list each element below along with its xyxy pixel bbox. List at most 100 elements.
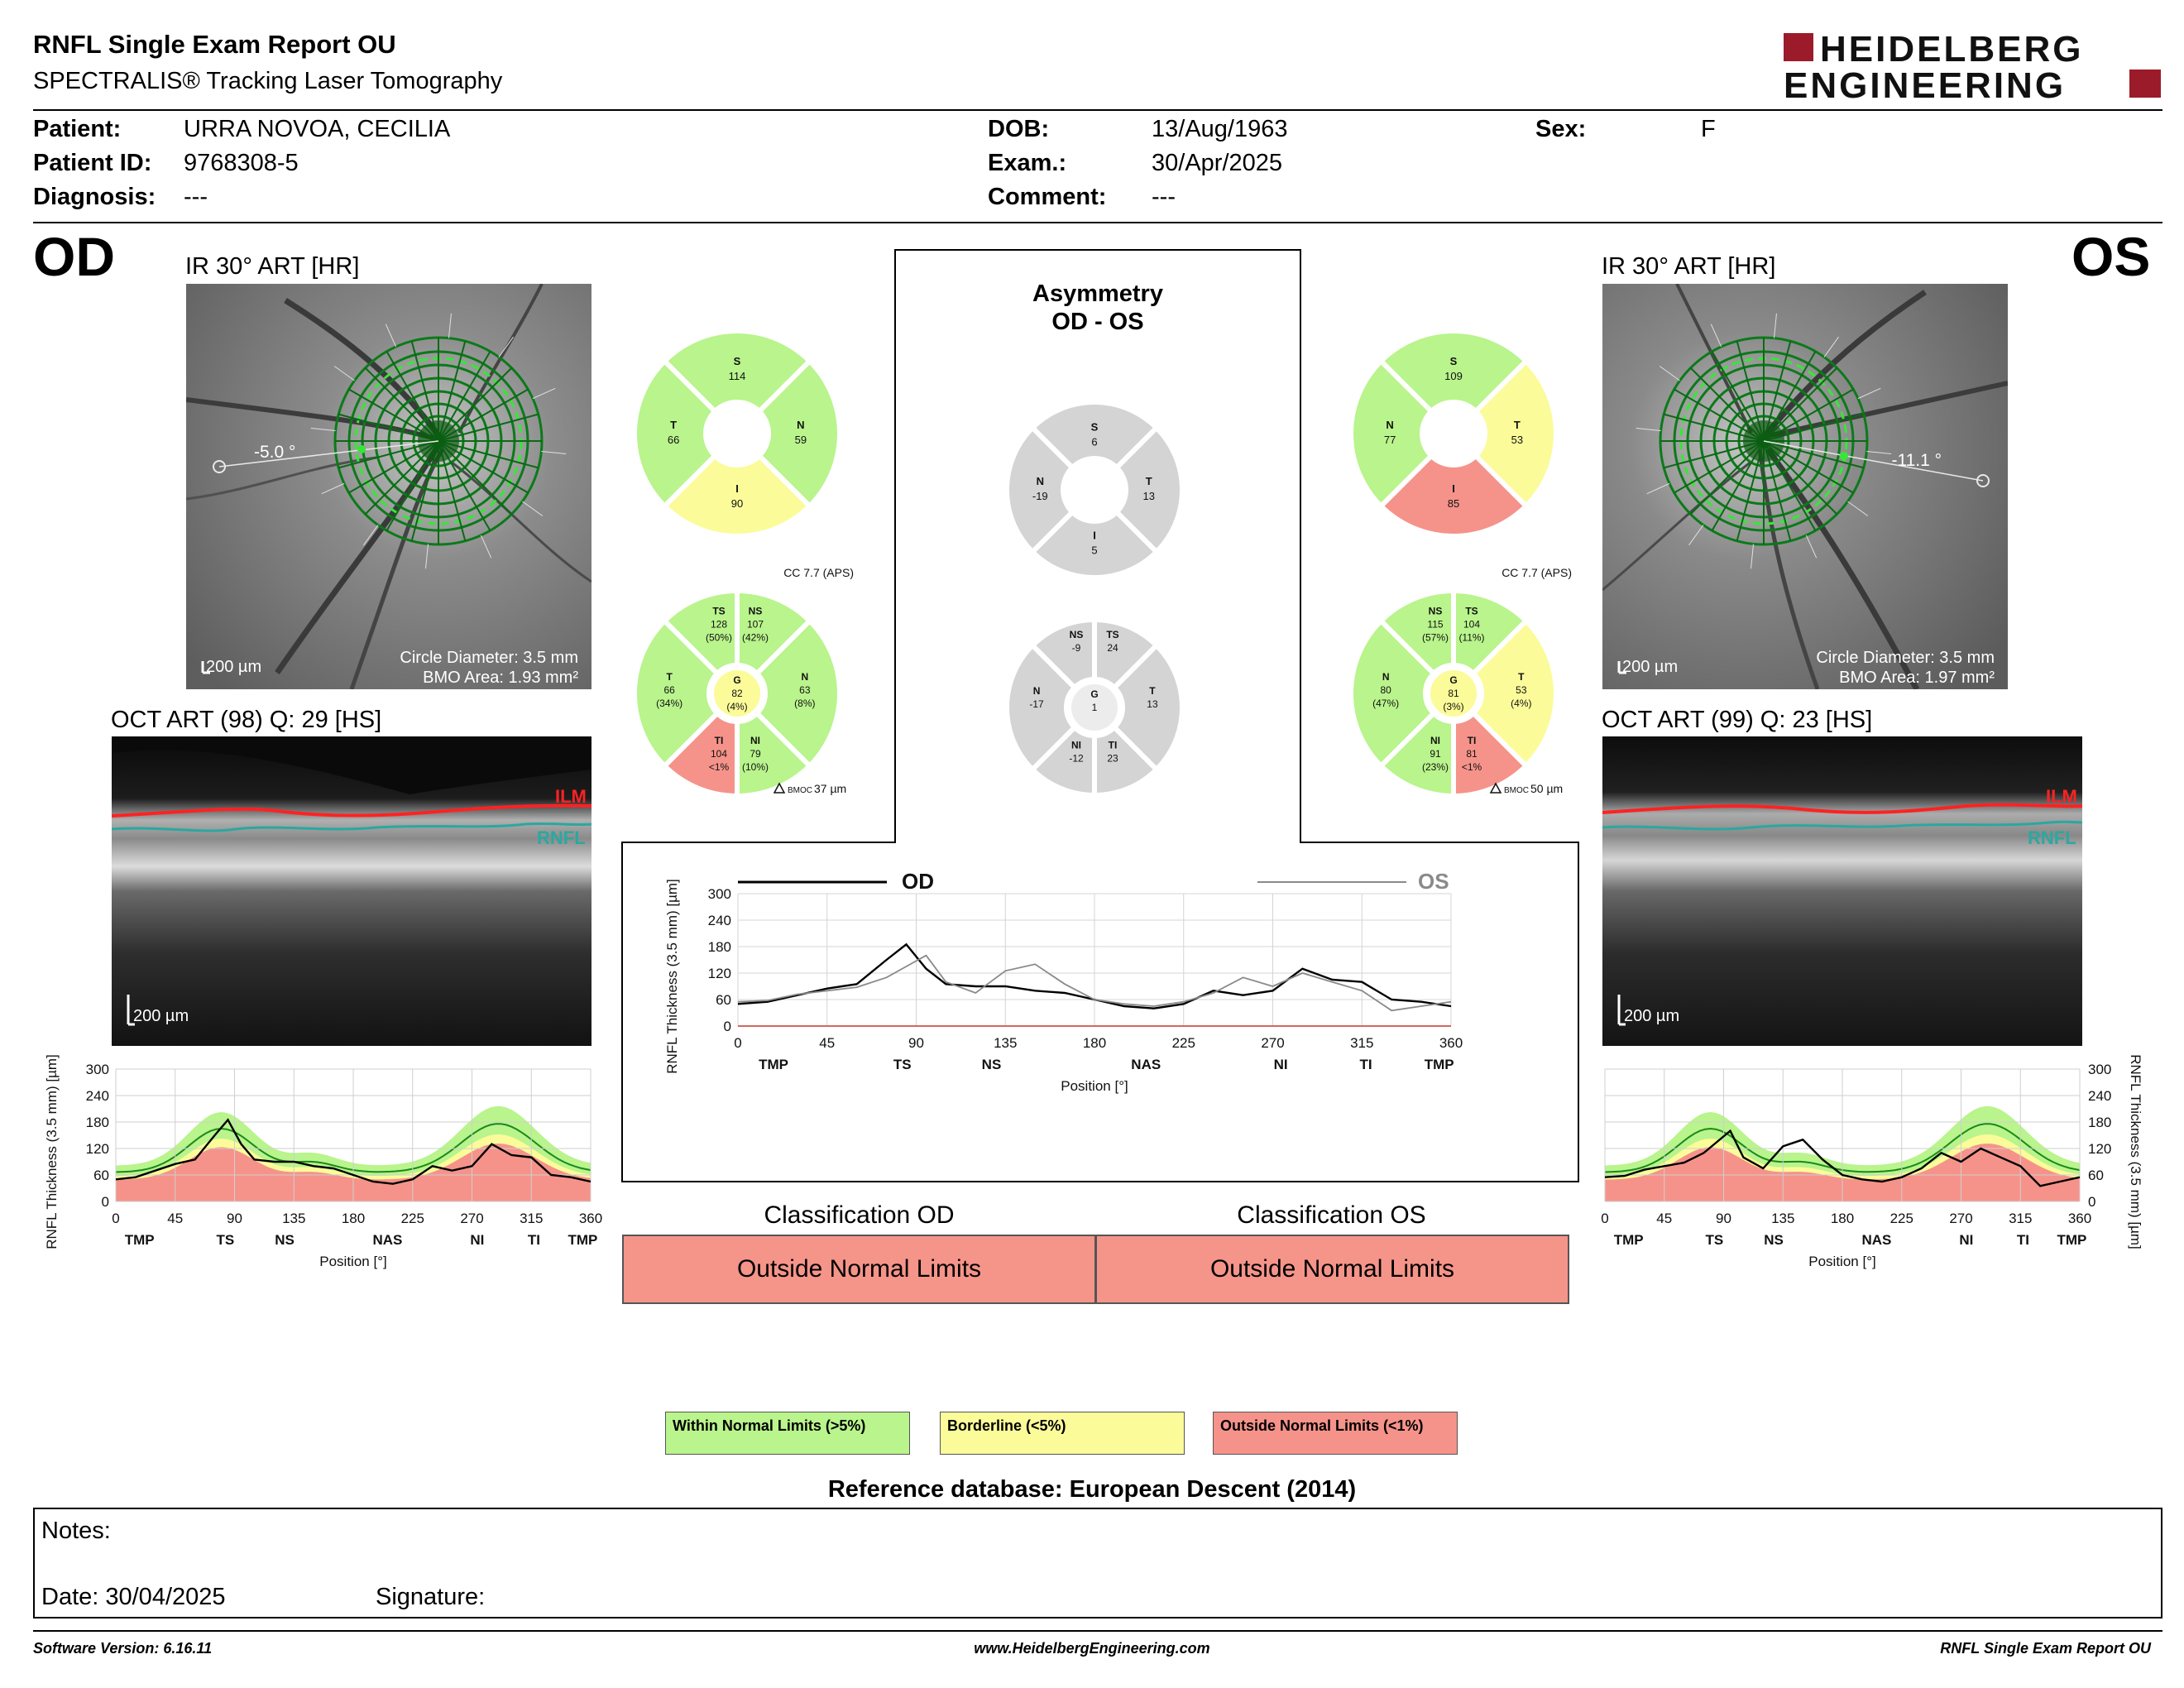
asym-sector-6-value-NS: -9 [1072,642,1081,654]
os-sector-4-name-I: I [1452,482,1455,495]
os-profile-xtick: 0 [1601,1211,1608,1226]
od-profile-xtick: 315 [520,1211,543,1226]
center-sector-label-TMP: TMP [1425,1057,1454,1072]
notes-box: Notes: Date: 30/04/2025 Signature: [33,1508,2162,1618]
od-sector-6-name-T: T [666,671,673,683]
patient-label: Patient: [33,116,122,142]
center-sector-label-NS: NS [982,1057,1002,1072]
report-subtitle: SPECTRALIS® Tracking Laser Tomography [33,68,503,94]
od-profile-ytick: 240 [86,1088,109,1104]
od-profile-xtick: 225 [401,1211,424,1226]
os-profile-sector-label-NS: NS [1764,1232,1784,1248]
logo-line1: HEIDELBERG [1820,31,2083,70]
od-sector-6-name-G: G [733,674,740,686]
os-sector-6-name-NS: NS [1429,606,1443,617]
od-profile-series-OD [115,1118,592,1185]
os-sector-6-pct-N: (47%) [1372,698,1399,709]
os-profile-xlabel: Position [°] [1808,1254,1875,1269]
os-sector-6-value-NS: 115 [1427,619,1443,631]
asym-sector-6-name-TI: TI [1109,740,1118,751]
center-sector-label-TS: TS [893,1057,912,1072]
os-sector-6-value-T: 53 [1516,684,1527,696]
center-series-OS [737,954,1452,1012]
asymmetry-title: Asymmetry OD - OS [895,280,1300,336]
od-profile-sector-label-TMP: TMP [568,1232,597,1248]
comment-label: Comment: [988,184,1107,210]
os-bmoc-label: BMOC [1504,786,1529,795]
asym-sector-6-value-TS: 24 [1107,642,1118,654]
asym-sector-6-value-N: -17 [1029,698,1044,710]
od-sector-6-value-NI: 79 [750,748,761,760]
os-profile-sector-label-TMP: TMP [2057,1232,2086,1248]
od-eye-label: OD [33,226,115,287]
os-circle-diameter: Circle Diameter: 3.5 mm [1816,649,1995,667]
od-sector-4-name-I: I [735,482,739,495]
od-profile-xtick: 360 [579,1211,602,1226]
os-sector-6-pct-T: (4%) [1511,698,1531,709]
od-sector-6-pct-TI: <1% [709,761,730,773]
os-sector-6-3 [1451,709,1530,799]
website-link[interactable]: www.HeidelbergEngineering.com [974,1640,1210,1657]
os-oct-scale: 200 µm [1624,1007,1679,1025]
os-profile-sector-label-NI: NI [1959,1232,1973,1248]
os-profile-sector-label-TMP: TMP [1614,1232,1644,1248]
os-sector-6-name-G: G [1449,674,1457,686]
asym-sector-4-value-T: 13 [1142,490,1154,502]
os-fundus-image: -11.1 ° 200 µm Circle Diameter: 3.5 mm B… [1602,284,2008,689]
os-profile-xtick: 180 [1831,1211,1854,1226]
footer-divider [33,1630,2162,1632]
legend-outside-normal: Outside Normal Limits (<1%) [1213,1412,1458,1455]
od-sector-4-name-S: S [734,355,741,367]
asym-sector-4-name-T: T [1146,475,1152,487]
od-oct-title: OCT ART (98) Q: 29 [HS] [111,707,382,733]
os-sector-6-name-TI: TI [1468,735,1477,746]
comment-value: --- [1152,184,1176,210]
os-rnfl-profile-chart: 0 60 120 180 240 300 0 45 90 135 180 225 270 315 360 TM… [1601,1054,2143,1269]
os-sector-4-value-N: 77 [1384,434,1396,446]
os-sector-4-name-N: N [1386,419,1393,431]
os-profile-ytick: 0 [2088,1194,2095,1210]
os-profile-ytick: 120 [2088,1141,2111,1157]
od-sector-4-name-T: T [670,419,677,431]
asym-sector-4-name-I: I [1093,530,1096,542]
notes-label: Notes: [41,1518,111,1544]
os-profile-ytick: 300 [2088,1062,2111,1077]
center-xtick: 270 [1261,1035,1284,1051]
center-rnfl-profile-chart: 0 60 120 180 240 300 0 45 90 135 180 225 270 315 360 TM… [664,869,1463,1094]
od-ilm-label: ILM [555,786,587,807]
od-classification-title: Classification OD [764,1201,955,1229]
od-sector-6-value-T: 66 [663,684,675,696]
os-profile-sector-label-TS: TS [1705,1232,1723,1248]
od-profile-xlabel: Position [°] [319,1254,386,1269]
od-sector-6-name-NI: NI [750,735,760,746]
od-sector-6-pct-G: (4%) [726,701,747,712]
exam-label: Exam.: [988,150,1067,176]
asym-sector-6-name-N: N [1033,685,1041,697]
center-series-OD [737,942,1452,1009]
os-profile-xtick: 45 [1656,1211,1672,1226]
legend-os-label: OS [1418,869,1449,894]
od-sector-6-4 [661,709,740,799]
logo-line2: ENGINEERING [1784,65,2066,103]
os-ir-title: IR 30° ART [HR] [1602,253,1776,280]
od-sector-6-1 [735,587,813,678]
center-ytick: 180 [708,939,731,955]
center-xtick: 135 [994,1035,1017,1051]
center-sector-label-TI: TI [1359,1057,1372,1072]
center-ytick: 120 [708,966,731,981]
asym-sector-6-name-TS: TS [1106,629,1118,640]
asym-sector-4-name-N: N [1037,475,1044,487]
od-profile-ylabel: RNFL Thickness (3.5 mm) [µm] [44,1054,60,1249]
os-angle-label: -11.1 ° [1891,451,1942,470]
od-sector-6-2 [753,617,842,770]
od-profile-sector-label-TI: TI [528,1232,540,1248]
patient-id: 9768308-5 [184,150,299,176]
od-sector-6-name-TI: TI [715,735,724,746]
od-ir-title: IR 30° ART [HR] [185,253,360,280]
os-fundus-graphic: -11.1 ° 200 µm Circle Diameter: 3.5 mm B… [1602,284,2008,689]
od-fundus-scale: 200 µm [206,658,261,676]
asymmetry-title-line2: OD - OS [1051,309,1144,335]
od-profile-xtick: 90 [227,1211,242,1226]
od-profile-ytick: 60 [93,1168,109,1183]
